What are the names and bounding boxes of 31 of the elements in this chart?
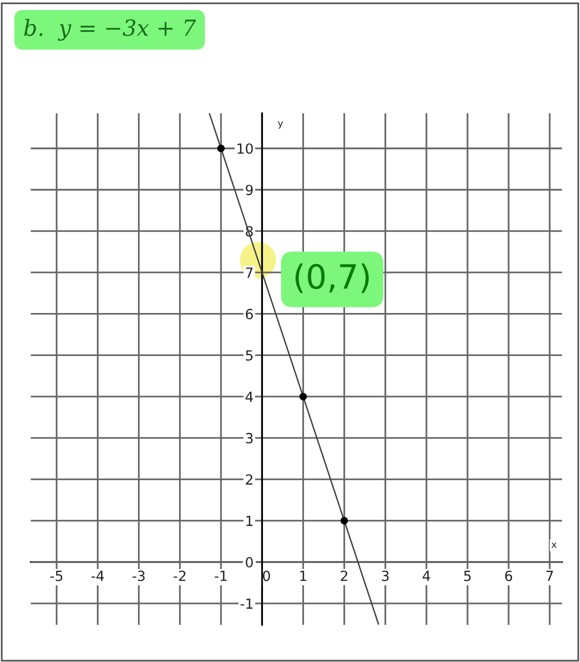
x-tick-label: 4 (422, 570, 430, 581)
y-tick-label: -1 (240, 598, 252, 609)
y-tick-label: 9 (246, 184, 253, 196)
chart-title: b. y = −3x + 7 (24, 18, 196, 41)
annotation: (0,7) (295, 263, 369, 294)
y-tick-label: 1 (246, 516, 252, 526)
x-tick-label: 5 (464, 570, 471, 582)
x-tick-label: -3 (132, 570, 145, 582)
y-tick-label: 0 (246, 557, 253, 568)
x-axis-title: x (551, 542, 557, 548)
y-tick-label: 2 (246, 474, 252, 485)
x-tick-label: 1 (300, 570, 306, 581)
x-tick-label: -5 (50, 570, 62, 582)
x-tick-label: 7 (546, 570, 553, 581)
x-tick-label: 0 (262, 570, 270, 582)
y-tick-label: 3 (246, 432, 253, 444)
x-tick-label: -4 (91, 570, 104, 581)
y-tick-label: 10 (238, 143, 253, 154)
y-axis-title: y (278, 121, 284, 129)
x-tick-label: -2 (174, 570, 186, 581)
x-tick-label: 3 (382, 570, 389, 582)
y-tick-label: 4 (246, 392, 253, 402)
point (217, 144, 225, 152)
point (340, 516, 348, 524)
y-tick-label: 6 (246, 308, 253, 320)
x-tick-label: 6 (505, 570, 512, 582)
point (299, 392, 307, 400)
y-tick-label: 7 (246, 268, 253, 278)
x-tick-label: 2 (340, 570, 348, 581)
y-tick-label: 5 (246, 350, 253, 361)
x-tick-label: -1 (214, 570, 227, 581)
